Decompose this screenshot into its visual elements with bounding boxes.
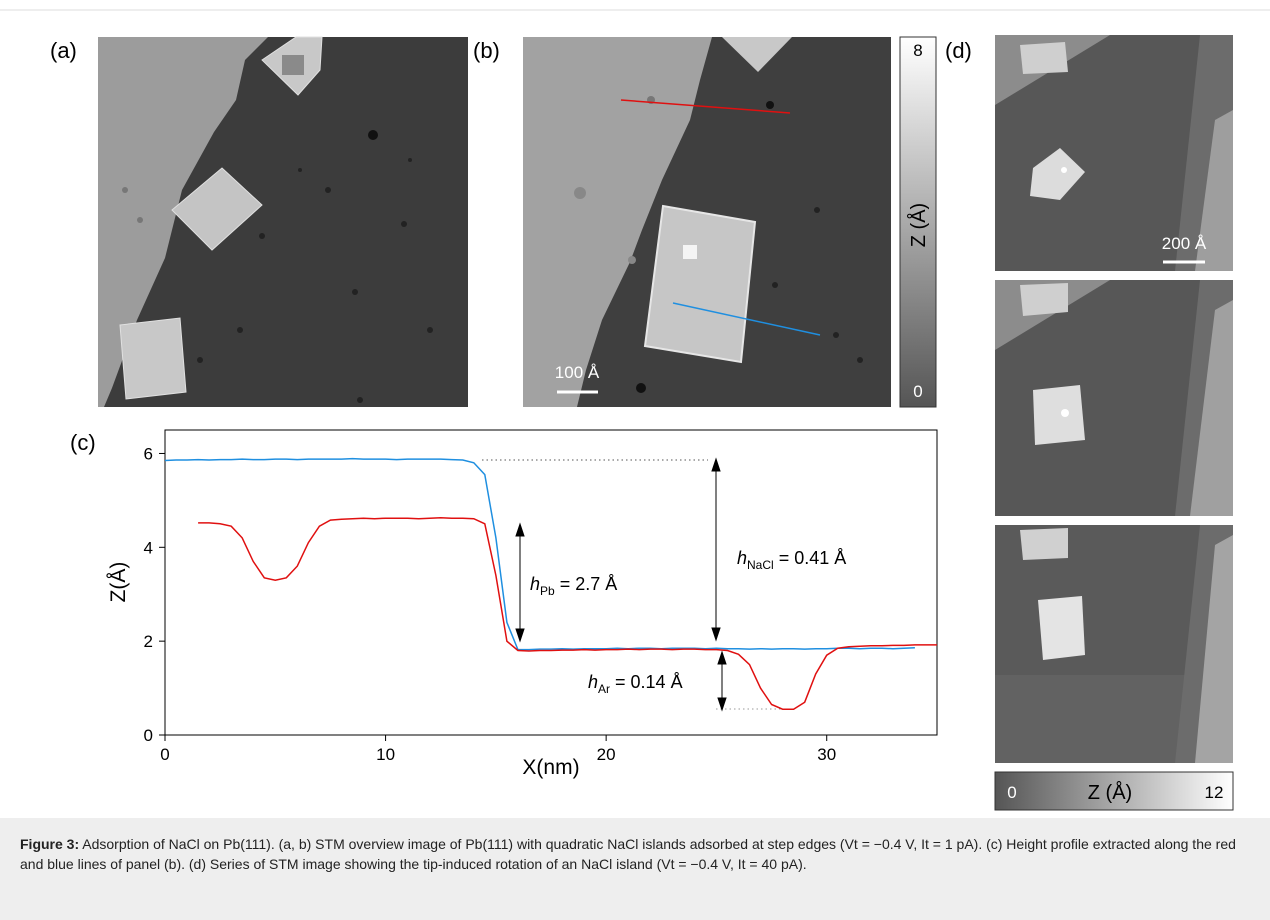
y-tick-label: 4: [144, 538, 153, 557]
y-tick-label: 0: [144, 726, 153, 745]
caption-label: Figure 3:: [20, 836, 79, 852]
colorbar-max: 8: [913, 41, 922, 60]
y-tick-label: 2: [144, 632, 153, 651]
x-tick-label: 20: [597, 745, 616, 764]
annotation-symbol: h: [530, 574, 540, 594]
annotation-subscript: Ar: [598, 682, 610, 696]
annotation-text: = 0.41 Å: [779, 548, 847, 568]
x-tick-label: 0: [160, 745, 169, 764]
panel-label: (c): [70, 430, 96, 455]
colorbar-min: 0: [913, 382, 922, 401]
annotation-symbol: h: [737, 548, 747, 568]
panel-label: (b): [473, 38, 500, 63]
annotation-text: = 2.7 Å: [560, 574, 618, 594]
scale-bar-label: 200 Å: [1162, 234, 1207, 253]
caption: Figure 3: Adsorption of NaCl on Pb(111).…: [0, 818, 1270, 920]
y-tick-label: 6: [144, 444, 153, 463]
stm-image-d2: [995, 280, 1233, 516]
x-tick-label: 10: [376, 745, 395, 764]
colorbar-max: 12: [1205, 783, 1224, 802]
stm-image-d3: [995, 525, 1233, 763]
colorbar-min: 0: [1007, 783, 1016, 802]
y-axis-label: Z(Å): [107, 562, 130, 603]
panel-label: (d): [945, 38, 972, 63]
colorbar-label: Z (Å): [1088, 781, 1132, 804]
x-tick-label: 30: [817, 745, 836, 764]
panel-label: (a): [50, 38, 77, 63]
annotation-subscript: Pb: [540, 584, 555, 598]
stm-image-b: [523, 37, 891, 407]
annotation-subscript: NaCl: [747, 558, 774, 572]
stm-image-a: [98, 37, 468, 407]
scale-bar-label: 100 Å: [555, 363, 600, 382]
figure: (a) 100 Å (b) 8 0 Z (Å) (d) 200 Å: [0, 0, 1270, 818]
page: (a) 100 Å (b) 8 0 Z (Å) (d) 200 Å: [0, 0, 1270, 920]
annotation-text: = 0.14 Å: [615, 672, 683, 692]
x-axis-label: X(nm): [522, 756, 579, 779]
annotation-symbol: h: [588, 672, 598, 692]
colorbar-label: Z (Å): [907, 203, 930, 247]
caption-text: Adsorption of NaCl on Pb(111). (a, b) ST…: [20, 836, 1236, 872]
